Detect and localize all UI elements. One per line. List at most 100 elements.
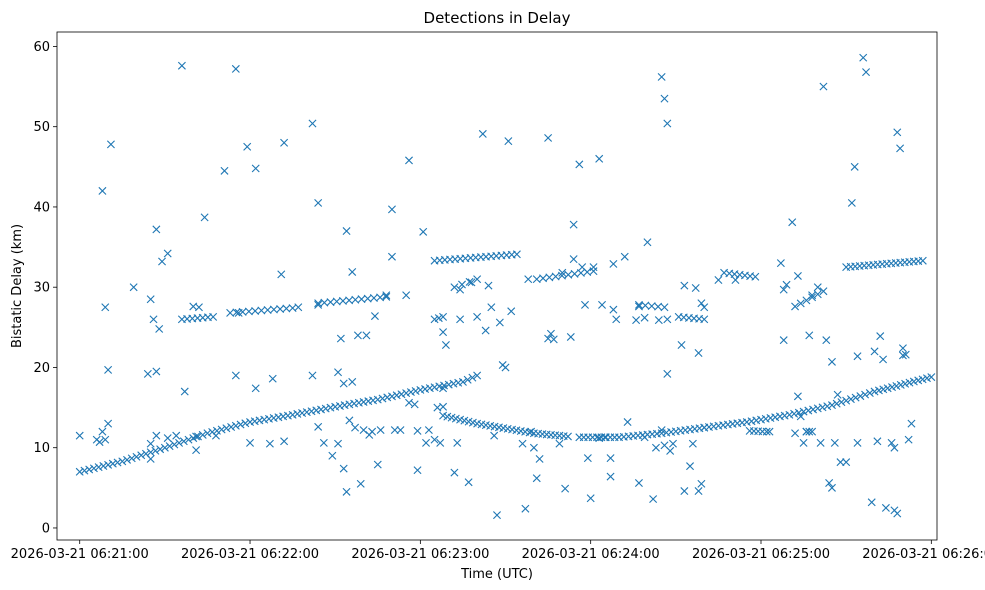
data-point — [108, 459, 117, 468]
data-point — [463, 375, 472, 384]
data-point — [842, 396, 851, 405]
data-point — [203, 429, 212, 438]
data-point — [790, 409, 799, 418]
data-point — [314, 300, 323, 309]
data-point — [192, 446, 201, 455]
data-point — [865, 389, 874, 398]
data-point — [813, 283, 822, 292]
data-point — [578, 263, 587, 272]
data-point — [833, 390, 842, 399]
data-point — [163, 249, 172, 258]
data-point — [104, 419, 113, 428]
data-point — [847, 198, 856, 207]
data-point — [799, 438, 808, 447]
data-point — [816, 438, 825, 447]
data-point — [332, 297, 341, 306]
data-point — [524, 275, 533, 284]
y-tick-label: 50 — [33, 120, 50, 135]
data-point — [123, 455, 132, 464]
data-point — [314, 422, 323, 431]
data-point — [832, 399, 841, 408]
data-point — [581, 300, 589, 309]
data-point — [194, 432, 202, 441]
data-point — [851, 393, 860, 402]
data-point — [818, 403, 827, 412]
y-axis-label: Bistatic Delay (km) — [10, 224, 25, 348]
data-point — [823, 402, 832, 411]
data-point — [369, 294, 378, 302]
data-point — [416, 385, 425, 394]
data-point — [373, 395, 382, 404]
data-point — [387, 252, 396, 261]
data-point — [569, 220, 578, 229]
data-point — [353, 331, 362, 340]
data-point — [649, 495, 658, 504]
data-point — [647, 302, 656, 311]
data-point — [99, 462, 108, 470]
data-point — [478, 129, 487, 138]
data-point — [170, 440, 179, 449]
data-point — [222, 424, 231, 433]
data-point — [657, 426, 666, 435]
data-point — [298, 409, 307, 418]
data-point — [227, 423, 236, 432]
data-point — [586, 494, 595, 503]
data-point — [406, 388, 415, 397]
data-point — [326, 403, 335, 412]
data-point — [382, 291, 391, 300]
data-point — [458, 377, 467, 386]
data-point — [609, 305, 618, 314]
data-point — [788, 218, 797, 227]
data-point — [518, 439, 527, 448]
x-tick-label: 2026-03-21 06:26:00 — [862, 547, 985, 562]
data-point — [450, 283, 459, 292]
chart-title: Detections in Delay — [424, 9, 571, 27]
data-point — [535, 454, 544, 463]
data-point — [907, 419, 916, 428]
data-point — [244, 307, 253, 316]
data-point — [887, 438, 896, 447]
data-point — [75, 431, 84, 440]
data-point — [609, 259, 618, 268]
data-point — [156, 445, 165, 454]
data-point — [172, 431, 181, 440]
data-point — [473, 275, 482, 284]
data-point — [211, 431, 220, 440]
data-point — [348, 377, 357, 386]
data-point — [342, 487, 351, 496]
data-point — [351, 295, 360, 304]
data-point — [583, 454, 592, 463]
data-point — [867, 498, 876, 507]
data-point — [439, 402, 448, 411]
data-point — [234, 308, 243, 317]
data-point — [263, 306, 272, 314]
data-point — [870, 347, 879, 356]
data-point — [179, 437, 188, 446]
data-point — [101, 435, 110, 444]
data-point — [336, 334, 345, 343]
data-point — [850, 162, 859, 171]
data-point — [293, 409, 302, 418]
data-point — [180, 387, 189, 396]
data-point — [657, 72, 666, 81]
data-point — [421, 385, 430, 394]
data-point — [383, 393, 392, 402]
data-point — [927, 373, 936, 382]
x-tick-label: 2026-03-21 06:21:00 — [11, 547, 149, 562]
data-point — [620, 252, 629, 261]
data-point — [861, 390, 870, 399]
data-point — [98, 427, 107, 436]
data-point — [856, 392, 865, 401]
data-point — [363, 294, 372, 303]
data-point — [634, 302, 643, 311]
data-point — [879, 355, 888, 364]
data-point — [893, 128, 902, 137]
data-point — [236, 420, 245, 429]
data-point — [282, 304, 291, 313]
data-point — [106, 140, 115, 149]
data-point — [680, 281, 689, 290]
data-point — [376, 426, 385, 435]
data-point — [362, 331, 371, 340]
data-point — [241, 419, 250, 428]
data-point — [387, 205, 396, 214]
